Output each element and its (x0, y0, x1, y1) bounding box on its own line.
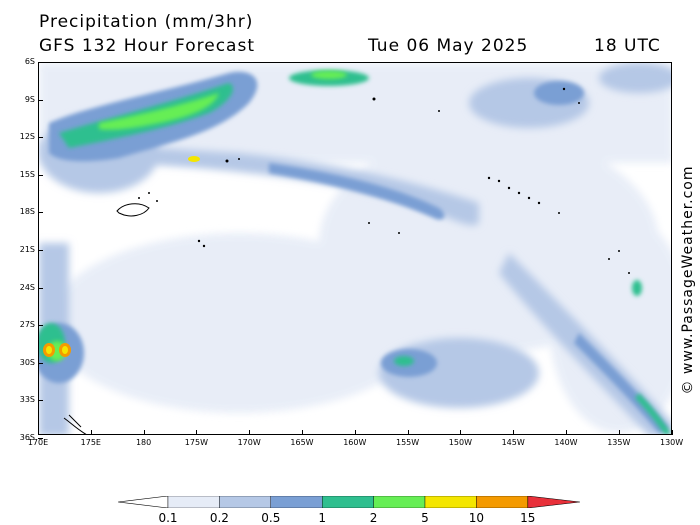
lon-tick (460, 430, 462, 435)
lat-tick (38, 137, 43, 139)
lon-tick (513, 430, 515, 435)
lat-label: 27S (19, 320, 35, 330)
lat-label: 9S (24, 94, 35, 104)
forecast-subtitle: GFS 132 Hour Forecast (39, 36, 255, 56)
legend-swatch (167, 496, 220, 508)
legend-swatch (270, 496, 323, 508)
precipitation-legend (118, 496, 580, 508)
lat-label: 18S (19, 207, 35, 217)
lat-label: 21S (19, 245, 35, 254)
lon-label: 170W (237, 438, 261, 447)
precipitation-map[interactable] (38, 62, 672, 435)
lat-tick (38, 174, 43, 176)
precipitation-field (39, 63, 671, 434)
legend-label: 1 (318, 511, 327, 525)
lon-tick (407, 430, 409, 435)
lat-label: 12S (19, 132, 35, 142)
lon-label: 130W (660, 438, 684, 447)
lon-tick (90, 430, 92, 435)
lon-label: 170E (27, 438, 49, 447)
lon-tick (196, 430, 198, 435)
legend-label: 0.2 (209, 511, 229, 525)
lat-label: 36S (19, 433, 35, 442)
legend-swatch (476, 496, 528, 508)
lon-label: 145W (501, 438, 525, 447)
lon-tick (302, 430, 303, 435)
lat-tick (38, 325, 43, 327)
legend-label: 5 (421, 511, 429, 525)
lon-tick (143, 430, 145, 435)
legend-swatch (118, 496, 169, 508)
lon-label: 160W (343, 438, 367, 447)
lat-tick (38, 99, 43, 101)
legend-swatch (527, 496, 580, 508)
legend-swatch (219, 496, 272, 508)
forecast-time: 18 UTC (594, 36, 661, 56)
lat-tick (38, 62, 43, 63)
lat-label: 33S (19, 395, 35, 405)
watermark: © www.PassageWeather.com (680, 165, 696, 395)
lon-label: 175E (80, 438, 101, 447)
lat-label: 15S (19, 169, 35, 179)
lat-tick (38, 250, 43, 251)
legend-swatch (373, 496, 426, 508)
lat-tick (38, 400, 43, 402)
legend-swatch (321, 496, 374, 508)
lat-tick (38, 287, 43, 289)
lon-label: 150W (448, 438, 472, 447)
lon-tick (38, 430, 39, 435)
lon-tick (618, 430, 620, 435)
legend-label: 10 (468, 511, 485, 525)
lat-tick (38, 438, 43, 439)
lon-tick (566, 430, 567, 435)
lon-label: 155W (396, 438, 420, 447)
lon-tick (354, 430, 356, 435)
legend-label: 0.5 (261, 511, 281, 525)
forecast-date: Tue 06 May 2025 (368, 36, 529, 56)
lon-label: 175W (184, 438, 208, 447)
lon-tick (249, 430, 251, 435)
lon-label: 165W (290, 438, 314, 447)
legend-swatch (424, 496, 477, 508)
legend-label: 0.1 (158, 511, 178, 525)
lat-tick (38, 362, 43, 364)
lon-label: 180 (135, 438, 152, 447)
lon-label: 135W (607, 438, 631, 447)
lat-label: 24S (19, 282, 35, 292)
legend-label: 2 (369, 511, 378, 525)
lon-tick (671, 430, 673, 435)
lat-label: 30S (19, 357, 35, 367)
lat-tick (38, 212, 43, 214)
lon-label: 140W (554, 438, 578, 447)
lat-label: 6S (24, 57, 35, 66)
legend-label: 15 (520, 511, 536, 525)
map-title: Precipitation (mm/3hr) (39, 12, 254, 32)
